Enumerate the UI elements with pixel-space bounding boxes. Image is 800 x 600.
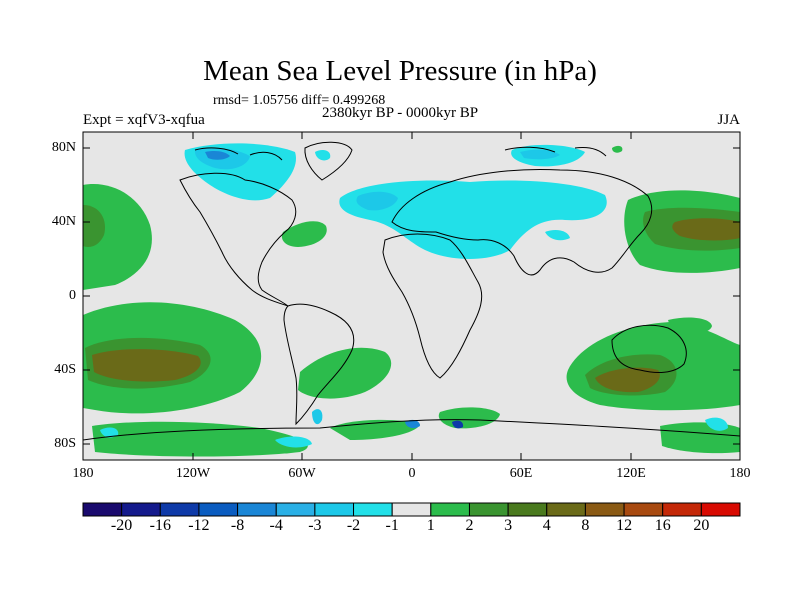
experiment-label: Expt = xqfV3-xqfua	[83, 112, 205, 128]
colorbar-label: 3	[504, 517, 513, 534]
season-label: JJA	[717, 112, 740, 128]
period-label: 2380kyr BP - 0000kyr BP	[321, 105, 479, 121]
europe-low-mid	[356, 191, 398, 211]
lon-label-60e: 60E	[509, 466, 533, 481]
colorbar-swatch	[546, 502, 586, 517]
colorbar-label: 1	[426, 517, 435, 534]
colorbar-swatch	[584, 502, 625, 517]
colorbar-label: 4	[542, 517, 551, 534]
colorbar-swatch	[121, 502, 161, 517]
lon-label-0: 0	[408, 466, 416, 481]
scandinavia-green	[612, 145, 623, 153]
south-pacific-core	[92, 349, 201, 382]
lon-label-120e: 120E	[616, 466, 646, 481]
colorbar-swatch	[623, 502, 664, 517]
antarctic-low-1	[100, 427, 119, 438]
colorbar-swatch	[507, 502, 548, 517]
south-atlantic-high	[298, 347, 392, 399]
pacific-west-core	[83, 205, 106, 247]
colorbar-label: 2	[465, 517, 474, 534]
colorbar	[82, 502, 741, 517]
antarctic-low-5	[452, 420, 464, 429]
south-america-coast	[283, 303, 355, 426]
lat-label-80s: 80S	[54, 436, 76, 451]
colorbar-label: -16	[149, 517, 171, 534]
south-indian-core	[595, 367, 660, 393]
antarctica-coast	[83, 419, 740, 441]
antarctic-green-4	[660, 422, 740, 454]
antarctic-low-4	[405, 419, 420, 429]
atlantic-north-green	[281, 221, 327, 247]
colorbar-label: -20	[110, 517, 133, 534]
east-asia-low	[545, 230, 570, 241]
stats-readout: rmsd= 1.05756 diff= 0.499268	[213, 93, 386, 108]
europe-asia-low	[339, 180, 607, 259]
eurasia-coast	[391, 169, 653, 276]
colorbar-label: 12	[616, 517, 633, 534]
colorbar-label: 8	[581, 517, 590, 534]
lon-label-120w: 120W	[175, 466, 211, 481]
colorbar-swatch	[159, 502, 200, 517]
colorbar-swatch	[700, 502, 741, 517]
lat-label-40n: 40N	[51, 214, 76, 229]
arctic-small-low	[315, 150, 331, 161]
west-pacific-core	[672, 218, 740, 241]
colorbar-swatch	[82, 502, 123, 517]
africa-coast	[382, 233, 483, 379]
north-america-coast	[179, 172, 297, 307]
pacific-west-high	[83, 184, 152, 290]
lon-label-180w: 180	[72, 466, 94, 481]
map-field	[83, 132, 740, 460]
colorbar-swatch	[275, 502, 316, 517]
arctic-islands-coast	[194, 146, 607, 161]
lat-label-0: 0	[69, 288, 76, 303]
colorbar-label: -12	[188, 517, 210, 534]
colorbar-label: 20	[693, 517, 710, 534]
colorbar-swatch	[198, 502, 239, 517]
colorbar-swatch	[314, 502, 355, 517]
colorbar-swatch	[468, 502, 509, 517]
lon-label-60w: 60W	[288, 466, 316, 481]
australia-coast	[611, 324, 687, 373]
coastlines	[83, 141, 740, 441]
colorbar-label: -1	[385, 517, 399, 534]
arctic-siberia-mid	[520, 149, 560, 160]
colorbar-label: -4	[269, 517, 283, 534]
colorbar-label: -3	[308, 517, 322, 534]
axis-ticks	[82, 132, 741, 460]
antarctic-green-1	[92, 421, 308, 457]
antarctic-low-2	[275, 436, 312, 448]
colorbar-swatch	[391, 502, 432, 517]
lat-label-80n: 80N	[51, 140, 76, 155]
colorbar-label: -2	[346, 517, 361, 534]
map-title: Mean Sea Level Pressure (in hPa)	[203, 55, 597, 87]
colorbar-swatch	[353, 502, 393, 517]
greenland-coast	[304, 141, 353, 181]
lon-label-180e: 180	[729, 466, 751, 481]
antarctic-low-6	[705, 417, 728, 431]
colorbar-label: -8	[230, 517, 245, 534]
colorbar-label: 16	[654, 517, 671, 534]
lat-label-40s: 40S	[54, 362, 76, 377]
colorbar-swatch	[237, 502, 277, 517]
colorbar-swatch	[662, 502, 702, 517]
colorbar-swatch	[430, 502, 470, 517]
greenland-low-core	[205, 151, 230, 160]
antarctic-low-3	[312, 409, 323, 425]
